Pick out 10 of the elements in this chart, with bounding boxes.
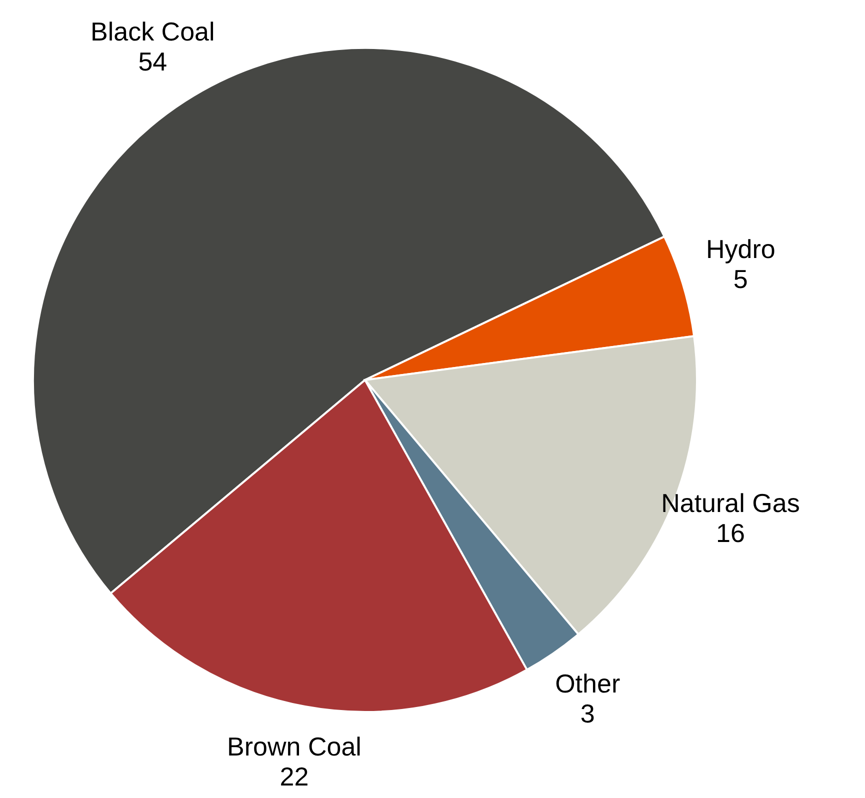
slice-label: Natural Gas [661,488,800,518]
slice-label: Other [555,668,620,699]
slice-label: Brown Coal [227,732,362,762]
data-label: 54 [138,46,168,76]
slice-label: Hydro [706,234,776,264]
data-label: 5 [733,264,748,294]
data-label: 3 [580,698,595,729]
data-label: 22 [280,762,309,792]
slice-label: Black Coal [90,16,215,46]
data-label: 16 [716,518,745,548]
